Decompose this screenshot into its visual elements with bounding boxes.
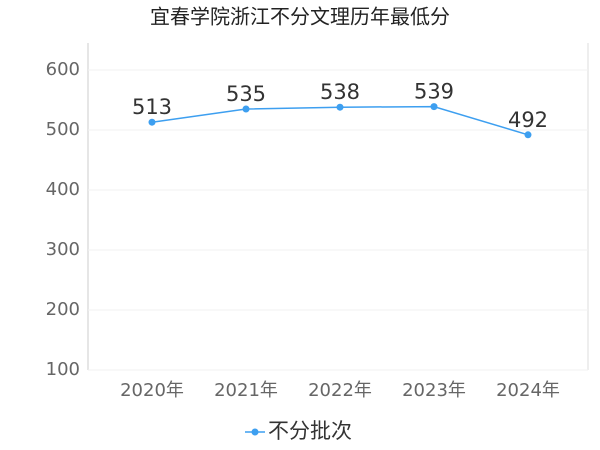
x-tick-label: 2024年 <box>496 380 560 401</box>
y-tick-label: 100 <box>46 359 80 380</box>
y-tick-label: 200 <box>46 299 80 320</box>
line <box>151 105 529 136</box>
legend-marker <box>251 428 259 436</box>
value-label: 513 <box>132 95 172 119</box>
x-tick-label: 2022年 <box>308 380 372 401</box>
value-label: 539 <box>414 80 454 104</box>
legend-label: 不分批次 <box>268 419 352 443</box>
chart-title: 宜春学院浙江不分文理历年最低分 <box>150 5 450 29</box>
y-tick-label: 400 <box>46 179 80 200</box>
y-tick-label: 300 <box>46 239 80 260</box>
point <box>148 118 156 126</box>
point <box>336 103 344 111</box>
point <box>524 131 532 139</box>
value-label: 492 <box>508 108 548 132</box>
point <box>242 105 250 113</box>
point <box>430 103 438 111</box>
x-tick-label: 2023年 <box>402 380 466 401</box>
value-label: 535 <box>226 82 266 106</box>
y-tick-label: 500 <box>46 119 80 140</box>
x-tick-label: 2021年 <box>214 380 278 401</box>
y-tick-label: 600 <box>46 59 80 80</box>
x-tick-label: 2020年 <box>120 380 184 401</box>
value-label: 538 <box>320 80 360 104</box>
